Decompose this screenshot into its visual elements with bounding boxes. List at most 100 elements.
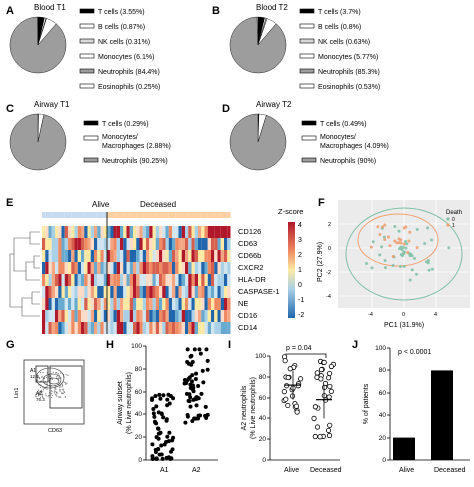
- heatmap-cell: [120, 310, 123, 322]
- flow-event: [56, 392, 57, 393]
- heatmap-cell: [101, 250, 104, 262]
- marker-label: CD63: [238, 239, 257, 248]
- heatmap-cell: [172, 250, 175, 262]
- pca-xtick: 4: [434, 312, 437, 318]
- heatmap-cell: [149, 238, 152, 250]
- pca-point: [383, 238, 386, 241]
- heatmap-cell: [117, 226, 120, 238]
- h-dot-a1: [152, 411, 156, 415]
- heatmap-cell: [175, 322, 178, 334]
- heatmap-cell: [120, 274, 123, 286]
- heatmap-cell: [156, 286, 159, 298]
- heatmap-cell: [133, 274, 136, 286]
- h-dot-a2: [190, 373, 194, 377]
- heatmap-cell: [175, 298, 178, 310]
- panel-letter-b: B: [212, 5, 220, 17]
- h-dot-a1: [160, 412, 164, 416]
- h-dot-a1: [153, 394, 157, 398]
- flow-event: [65, 382, 66, 383]
- colorbar-tick: 0: [298, 282, 302, 289]
- heatmap-cell: [159, 286, 162, 298]
- heatmap-cell: [127, 310, 130, 322]
- heatmap-cell: [110, 310, 113, 322]
- heatmap-cell: [55, 262, 58, 274]
- pca-point: [447, 246, 450, 249]
- heatmap-cell: [130, 226, 133, 238]
- heatmap-cell: [49, 322, 52, 334]
- heatmap-cell: [208, 226, 211, 238]
- heatmap-cell: [175, 250, 178, 262]
- pca-point: [409, 254, 412, 257]
- legend-swatch: [302, 121, 316, 125]
- heatmap-cell: [218, 262, 221, 274]
- h-dot-a1: [169, 394, 173, 398]
- heatmap-cell: [185, 250, 188, 262]
- flow-event: [37, 380, 38, 381]
- flow-event: [51, 390, 52, 391]
- heatmap-cell: [55, 322, 58, 334]
- heatmap-cell: [192, 310, 195, 322]
- heatmap-cell: [117, 250, 120, 262]
- heatmap-cell: [130, 262, 133, 274]
- heatmap-cell: [58, 286, 61, 298]
- flow-event: [55, 391, 56, 392]
- h-dot-a2: [186, 347, 190, 351]
- h-dot-a2: [187, 377, 191, 381]
- flow-event: [59, 387, 60, 388]
- heatmap-cell: [205, 322, 208, 334]
- heatmap-cell: [58, 226, 61, 238]
- heatmap-cell: [88, 286, 91, 298]
- h-dot-a1: [151, 407, 155, 411]
- heatmap-cell: [214, 250, 217, 262]
- heatmap-cell: [198, 310, 201, 322]
- gate-a2-value: 76.3: [36, 397, 45, 402]
- heatmap-cell: [49, 310, 52, 322]
- h-dot-a2: [183, 421, 187, 425]
- i-dot-deceased: [319, 377, 323, 381]
- pca-ytick: -4: [326, 294, 331, 300]
- heatmap-cell: [188, 250, 191, 262]
- legend-label: Neutrophils (90.25%): [102, 158, 168, 165]
- heatmap-cell: [97, 274, 100, 286]
- h-dot-a1: [153, 421, 157, 425]
- heatmap-cell: [88, 322, 91, 334]
- h-dot-a1: [150, 454, 154, 458]
- heatmap-cell: [153, 286, 156, 298]
- heatmap-cell: [49, 298, 52, 310]
- heatmap-cell: [205, 250, 208, 262]
- heatmap-cell: [146, 250, 149, 262]
- h-dot-a1: [161, 457, 165, 461]
- h-dot-a1: [165, 398, 169, 402]
- heatmap-cell: [166, 274, 169, 286]
- heatmap-cell: [143, 310, 146, 322]
- heatmap-annotation-cell: [201, 212, 204, 218]
- heatmap-cell: [136, 262, 139, 274]
- j-xtick: Alive: [399, 467, 414, 474]
- i-dot-alive: [282, 389, 286, 393]
- heatmap-cell: [49, 274, 52, 286]
- legend-swatch: [80, 9, 94, 13]
- heatmap-cell: [205, 238, 208, 250]
- legend-label: Eosinophils (0.25%): [98, 84, 160, 91]
- pca-point: [384, 266, 387, 269]
- h-dot-a2: [199, 352, 203, 356]
- heatmap-cell: [211, 298, 214, 310]
- heatmap-annotation-cell: [123, 212, 126, 218]
- pca-point: [391, 264, 394, 267]
- flow-event: [40, 387, 41, 388]
- heatmap-cell: [162, 226, 165, 238]
- heatmap-cell: [205, 298, 208, 310]
- heatmap-cell: [195, 322, 198, 334]
- heatmap-annotation-cell: [195, 212, 198, 218]
- i-dot-deceased: [326, 428, 330, 432]
- pca-ytick: 2: [328, 222, 331, 228]
- heatmap-cell: [97, 226, 100, 238]
- heatmap-cell: [71, 298, 74, 310]
- heatmap-cell: [52, 238, 55, 250]
- heatmap-cell: [49, 262, 52, 274]
- heatmap-cell: [227, 298, 230, 310]
- heatmap-cell: [169, 226, 172, 238]
- heatmap-annotation-cell: [185, 212, 188, 218]
- pca-point: [413, 257, 416, 260]
- heatmap-cell: [42, 238, 45, 250]
